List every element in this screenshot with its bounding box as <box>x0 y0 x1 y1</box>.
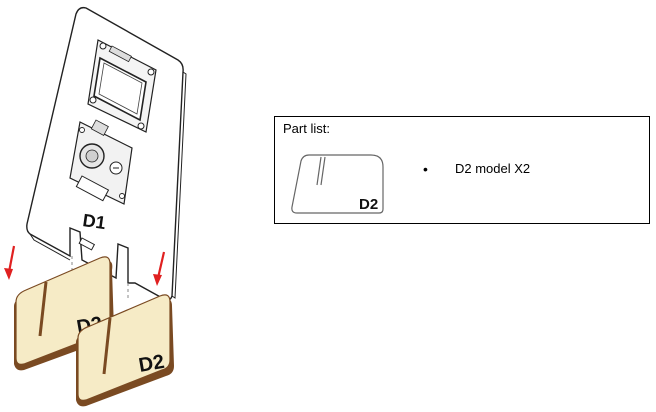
part-entry-text: D2 model X2 <box>455 161 531 176</box>
sensor-screw-tl <box>79 127 85 133</box>
part-thumbnail-slot-right <box>320 156 326 186</box>
foot-piece-2: D2 <box>76 294 174 407</box>
part-thumbnail: D2 <box>287 147 387 217</box>
sensor-connector <box>75 175 110 202</box>
board-slot-marker <box>78 237 96 251</box>
part-thumbnail-slot-left <box>316 156 322 186</box>
display-screw-tl <box>99 42 107 50</box>
arrow-right-shaft <box>156 251 166 279</box>
board-edge <box>29 233 71 261</box>
arrow-left-shaft <box>7 245 16 273</box>
display-bezel <box>98 62 143 115</box>
display-screen <box>93 56 147 122</box>
main-board: D1 <box>26 6 187 301</box>
arrow-left <box>4 245 16 280</box>
board-label: D1 <box>81 210 107 233</box>
sensor-screw-br <box>119 193 125 199</box>
sensor-dome-center <box>85 149 99 163</box>
display-screw-tr <box>147 68 155 76</box>
foot-2-slot <box>102 317 112 375</box>
foot-1-slot <box>38 281 48 337</box>
arrow-right-head <box>153 274 162 286</box>
display-screw-br <box>137 122 145 130</box>
part-list-title: Part list: <box>283 121 330 136</box>
foot-2-face <box>77 294 171 401</box>
assembly-svg: D1 D2 D2 <box>4 6 187 407</box>
board-edge-right <box>171 71 187 299</box>
arrow-left-head <box>4 268 13 280</box>
foot-2-label: D2 <box>137 351 166 377</box>
sensor-chip <box>90 119 109 136</box>
display-header-pins <box>108 45 132 63</box>
guide-lines <box>71 256 129 300</box>
display-module <box>87 39 157 133</box>
assembly-illustration: D1 D2 D2 <box>0 0 260 412</box>
part-list-box: Part list: D2 • D2 model X2 <box>274 116 650 224</box>
part-thumbnail-label: D2 <box>359 196 378 213</box>
part-entry-bullet: • <box>423 161 428 177</box>
sensor-module <box>69 119 133 205</box>
part-thumbnail-svg: D2 <box>291 154 384 214</box>
part-thumbnail-outline <box>291 154 384 214</box>
arrow-right <box>153 251 166 286</box>
display-screw-bl <box>89 96 97 104</box>
